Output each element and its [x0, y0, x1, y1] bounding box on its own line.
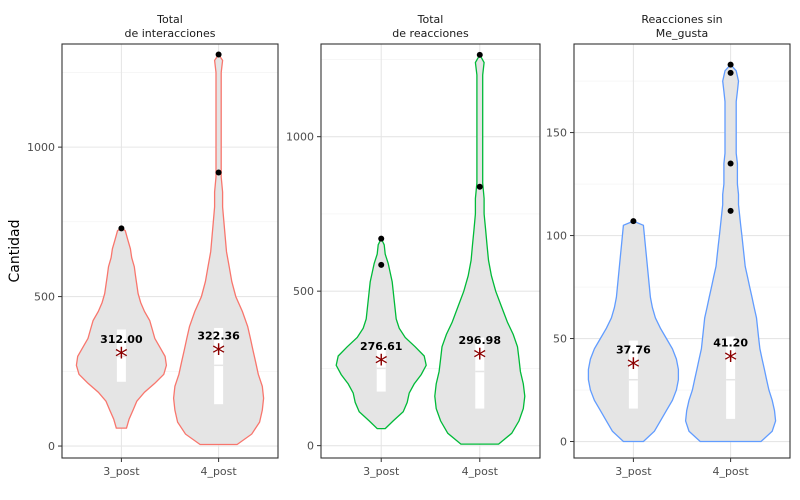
mean-marker: * [627, 354, 640, 384]
outlier-point [118, 225, 125, 232]
mean-label: 276.61 [360, 340, 402, 353]
panel-title-line: Reacciones sin [641, 13, 722, 26]
outlier-point [215, 51, 222, 58]
y-tick-label: 1000 [286, 131, 314, 144]
outlier-point [630, 218, 637, 225]
panel-title-line: Total [156, 13, 183, 26]
panel-title-line: Me_gusta [656, 27, 709, 40]
violin-group-4_post: *322.36 [172, 51, 265, 446]
box-iqr [475, 337, 485, 409]
panel-title-line: de interacciones [125, 27, 216, 40]
x-tick-label: 3_post [103, 465, 140, 478]
mean-label: 37.76 [616, 344, 651, 357]
x-tick-label: 3_post [363, 465, 400, 478]
violin-group-3_post: *37.76 [587, 218, 680, 443]
y-tick-label: 1000 [27, 141, 55, 154]
x-tick-label: 3_post [615, 465, 652, 478]
violin-group-4_post: *41.20 [684, 61, 777, 443]
violin-group-3_post: *276.61 [335, 235, 427, 430]
violin-shape [75, 226, 168, 429]
mean-label: 41.20 [713, 337, 748, 350]
violin-shape [335, 237, 427, 430]
violin-group-3_post: *312.00 [75, 225, 168, 429]
box-iqr [376, 346, 386, 392]
outlier-point [476, 51, 483, 58]
outlier-point [215, 169, 222, 176]
violin-group-4_post: *296.98 [434, 51, 526, 445]
mean-label: 322.36 [197, 330, 240, 343]
panel-border [320, 43, 541, 459]
y-tick-label: 500 [34, 291, 55, 304]
y-axis-label: Cantidad [7, 220, 23, 283]
violin-shape [172, 53, 265, 446]
mean-marker: * [115, 343, 128, 373]
x-tick-label: 4_post [712, 465, 749, 478]
panel-3: Reacciones sinMe_gusta050100150*37.763_p… [546, 13, 791, 478]
mean-marker: * [212, 340, 225, 370]
panel-title-line: Total [417, 13, 444, 26]
y-tick-label: 0 [48, 440, 55, 453]
box-iqr [726, 336, 736, 419]
outlier-point [727, 61, 734, 68]
mean-marker: * [375, 350, 388, 380]
panel-title-line: de reacciones [392, 27, 469, 40]
violin-shape [587, 220, 680, 443]
x-tick-label: 4_post [200, 465, 237, 478]
box-iqr [628, 340, 638, 409]
panel-border [573, 43, 791, 459]
y-tick-label: 0 [560, 436, 567, 449]
y-tick-label: 0 [307, 440, 314, 453]
outlier-point [476, 183, 483, 190]
mean-marker: * [724, 347, 737, 377]
outlier-point [727, 160, 734, 167]
outlier-point [378, 235, 385, 242]
y-tick-label: 50 [553, 333, 567, 346]
y-tick-label: 500 [293, 285, 314, 298]
y-tick-label: 100 [546, 230, 567, 243]
panel-border [61, 43, 279, 459]
outlier-point [378, 261, 385, 268]
violin-shape [684, 63, 777, 443]
mean-marker: * [473, 344, 486, 374]
mean-label: 312.00 [100, 333, 143, 346]
x-tick-label: 4_post [462, 465, 499, 478]
outlier-point [727, 207, 734, 214]
y-tick-label: 150 [546, 127, 567, 140]
outlier-point [727, 69, 734, 76]
violin-shape [434, 53, 526, 445]
mean-label: 296.98 [459, 334, 501, 347]
